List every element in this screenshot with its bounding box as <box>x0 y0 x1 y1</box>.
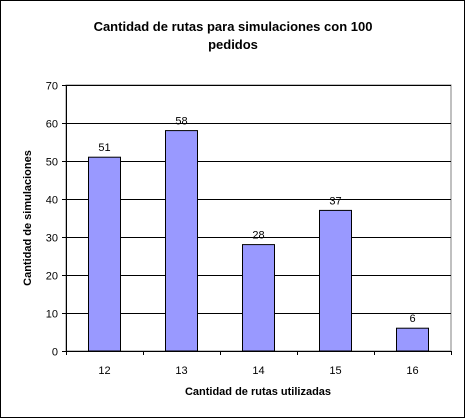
x-axis-title: Cantidad de rutas utilizadas <box>185 386 331 398</box>
axes <box>62 85 452 355</box>
chart-title-line-1: Cantidad de rutas para simulaciones con … <box>94 19 373 34</box>
x-tick-label: 14 <box>252 365 264 377</box>
y-tick-label: 50 <box>46 157 58 169</box>
y-axis-title: Cantidad de simulaciones <box>22 150 34 286</box>
y-tick-label: 70 <box>46 81 58 93</box>
y-tick-label: 0 <box>52 347 58 359</box>
bar <box>242 244 275 352</box>
x-tick-label: 16 <box>406 365 418 377</box>
y-tick-label: 30 <box>46 233 58 245</box>
bar <box>319 209 352 352</box>
data-label: 28 <box>252 230 264 242</box>
bars <box>88 130 429 352</box>
data-label: 58 <box>175 116 187 128</box>
x-tick-label: 13 <box>175 365 187 377</box>
bar <box>165 130 198 352</box>
x-tick-label: 15 <box>329 365 341 377</box>
y-tick-label: 20 <box>46 271 58 283</box>
bar <box>88 156 121 352</box>
bar <box>396 327 429 352</box>
y-tick-label: 40 <box>46 195 58 207</box>
data-label: 37 <box>329 195 341 207</box>
y-tick-label: 10 <box>46 309 58 321</box>
chart-title-line-2: pedidos <box>208 37 258 52</box>
data-label: 51 <box>98 142 110 154</box>
data-label: 6 <box>409 313 415 325</box>
tick-and-data-labels: 0 10 20 30 40 50 60 70 51 12 58 13 28 14 37 15 6 16 <box>46 81 419 378</box>
x-tick-label: 12 <box>98 365 110 377</box>
y-tick-label: 60 <box>46 119 58 131</box>
